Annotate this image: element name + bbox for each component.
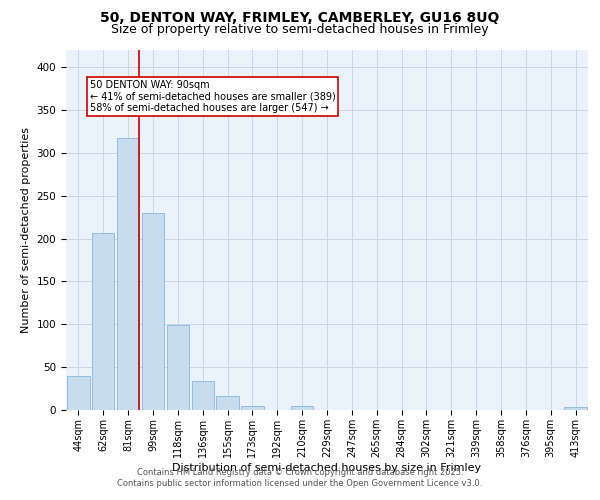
Bar (191, 381, 214, 410)
Bar (565, 408, 587, 410)
Bar (291, 406, 313, 410)
Bar (241, 406, 263, 410)
Text: 50 DENTON WAY: 90sqm
← 41% of semi-detached houses are smaller (389)
58% of semi: 50 DENTON WAY: 90sqm ← 41% of semi-detac… (89, 80, 335, 113)
Bar (142, 213, 164, 410)
Bar (117, 138, 139, 410)
Text: Size of property relative to semi-detached houses in Frimley: Size of property relative to semi-detach… (111, 22, 489, 36)
Bar (167, 325, 189, 410)
Y-axis label: Number of semi-detached properties: Number of semi-detached properties (21, 127, 31, 333)
Bar (67, 376, 89, 410)
Bar (92, 232, 115, 410)
Text: 50, DENTON WAY, FRIMLEY, CAMBERLEY, GU16 8UQ: 50, DENTON WAY, FRIMLEY, CAMBERLEY, GU16… (100, 10, 500, 24)
X-axis label: Distribution of semi-detached houses by size in Frimley: Distribution of semi-detached houses by … (172, 462, 482, 472)
Text: Contains HM Land Registry data © Crown copyright and database right 2025.
Contai: Contains HM Land Registry data © Crown c… (118, 468, 482, 487)
Bar (217, 396, 239, 410)
